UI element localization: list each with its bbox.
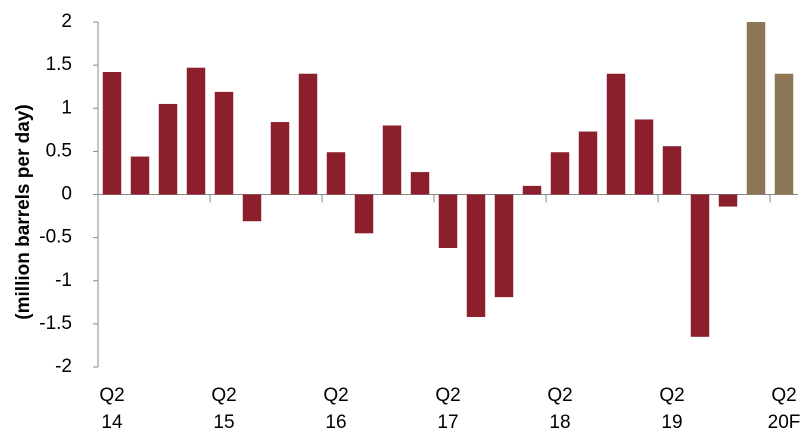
x-tick-label: Q2 (771, 385, 796, 406)
y-tick-label: -1.5 (39, 313, 72, 334)
x-tick-label: Q2 (547, 385, 572, 406)
bar (690, 194, 710, 337)
y-tick-label: -2 (55, 356, 72, 377)
bar (466, 194, 486, 317)
bar (606, 73, 626, 195)
y-tick-label: -0.5 (39, 227, 72, 248)
x-tick-label: 20F (768, 412, 801, 433)
x-tick-label: Q2 (323, 385, 348, 406)
x-tick-label: 19 (661, 412, 682, 433)
bar (270, 122, 290, 195)
bar (746, 22, 766, 195)
x-tick-label: Q2 (99, 385, 124, 406)
bar (578, 131, 598, 195)
x-tick-label: 14 (101, 412, 123, 433)
bar (662, 146, 682, 195)
bar (550, 152, 570, 195)
bar (242, 194, 262, 222)
y-tick-label: -1 (55, 270, 72, 291)
bar (214, 91, 234, 195)
bar (186, 67, 206, 195)
bar (326, 152, 346, 195)
y-tick-label: 1 (61, 97, 72, 118)
y-tick-label: 0 (61, 184, 72, 205)
y-axis-label: (million barrels per day) (13, 104, 34, 319)
bar (102, 72, 122, 195)
x-tick-label: 15 (213, 412, 234, 433)
bar (522, 185, 542, 195)
x-tick-label: Q2 (659, 385, 684, 406)
bar (158, 103, 178, 195)
x-tick-label: Q2 (435, 385, 460, 406)
bar (774, 73, 794, 195)
bar (634, 119, 654, 195)
bar (382, 125, 402, 195)
x-tick-label: 16 (325, 412, 346, 433)
bar (438, 194, 458, 248)
bar (494, 194, 514, 298)
x-tick-label: 17 (437, 412, 458, 433)
bar (410, 172, 430, 195)
bar (718, 194, 738, 207)
x-tick-label: Q2 (211, 385, 236, 406)
bar (130, 156, 150, 195)
y-tick-label: 2 (61, 11, 72, 32)
y-tick-label: 1.5 (46, 54, 72, 75)
bar (298, 73, 318, 195)
bar (354, 194, 374, 234)
x-tick-label: 18 (549, 412, 570, 433)
y-tick-label: 0.5 (46, 140, 72, 161)
